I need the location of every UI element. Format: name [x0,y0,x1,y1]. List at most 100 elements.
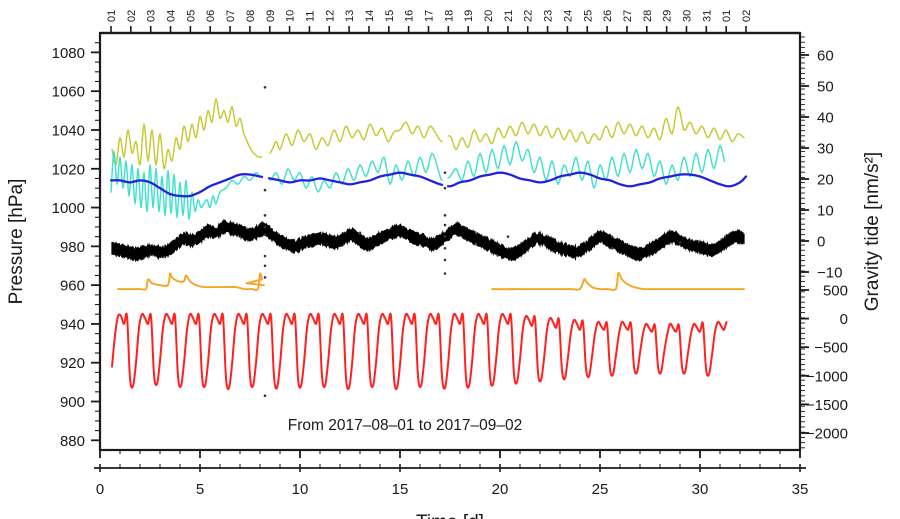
top-tick-label: 19 [463,10,475,22]
top-tick-label: 04 [166,10,178,22]
top-tick-label: 27 [622,10,634,22]
top-tick-label: 21 [503,10,515,22]
outlier-dot [610,246,614,250]
top-tick-label: 03 [146,10,158,22]
outlier-dot [506,235,510,238]
top-tick-label: 28 [642,10,654,22]
y-axis-title: Pressure [hPa] [6,179,27,305]
y-tick-label: 1040 [52,122,85,139]
right-tick-upper-label: 0 [817,234,825,251]
top-tick-label: 13 [344,10,356,22]
right-tick-upper-label: 30 [817,141,834,158]
right-tick-lower-label: −1000 [806,368,848,385]
top-tick-label: 11 [304,11,316,22]
olive-upper-trace [269,121,443,154]
top-tick-label: 15 [384,10,396,22]
y-tick-label: 960 [60,278,85,295]
outlier-dot [263,188,267,192]
y-tick-label: 900 [60,394,85,411]
right-tick-upper-label: 50 [817,79,834,96]
top-tick-label: 01 [106,10,118,22]
top-tick-label: 26 [602,10,614,22]
top-tick-label: 05 [185,10,197,22]
outlier-dot [263,214,267,217]
outlier-dot [263,225,267,229]
olive-upper-trace [447,105,745,151]
x-axis-title: Time [d] [416,512,484,519]
right-tick-lower-label: 500 [823,283,848,300]
right-tick-upper-label: 20 [817,172,834,189]
outlier-dot [263,86,267,89]
olive-upper-trace [111,98,263,170]
outlier-dot [443,235,447,238]
top-tick-label: 20 [483,10,495,22]
outlier-dot [443,246,447,250]
outlier-dot [678,241,682,244]
top-tick-label: 31 [701,10,713,22]
y-tick-label: 1060 [52,84,85,101]
outlier-dot [443,258,447,262]
top-tick-label: 02 [126,10,138,22]
x-tick-label: 0 [96,481,104,498]
x-tick-label: 10 [292,481,309,498]
blue-smoothed-trace [267,171,444,187]
top-tick-label: 29 [662,10,674,22]
top-tick-label: 17 [424,10,436,22]
black-pressure-trace [111,218,745,263]
right-tick-lower-label: −500 [814,340,848,357]
top-tick-label: 01 [721,10,733,22]
top-tick-label: 14 [364,10,376,22]
right-tick-upper-label: 10 [817,203,834,220]
outlier-dot [443,171,447,174]
y-tick-label: 1000 [52,200,85,217]
blue-smoothed-trace [446,171,748,188]
x-tick-label: 15 [392,481,409,498]
top-tick-label: 02 [741,10,753,22]
y-tick-label: 920 [60,355,85,372]
outlier-dot [443,272,447,275]
top-tick-label: 07 [225,10,237,22]
date-range-annotation: From 2017–08–01 to 2017–09–02 [288,417,522,434]
top-tick-label: 24 [562,10,574,22]
y-tick-label: 940 [60,316,85,333]
top-tick-label: 12 [324,10,336,22]
right-tick-upper-label: 40 [817,110,834,127]
right-tick-upper-label: 60 [817,48,834,65]
outlier-dot [263,233,267,237]
y-tick-label: 980 [60,239,85,256]
top-tick-label: 30 [681,10,693,22]
outlier-dot [358,231,362,235]
x-tick-label: 35 [792,481,809,498]
outlier-dot [610,235,614,238]
right-tick-lower-label: −1500 [806,397,848,414]
x-tick-label: 5 [196,481,204,498]
right-tick-lower-label: −2000 [806,426,848,443]
top-tick-label: 06 [205,10,217,22]
y2-axis-title: Gravity tide [nm/s²] [862,152,883,311]
blue-smoothed-trace [109,173,264,198]
top-tick-label: 10 [285,10,297,22]
y-tick-label: 1020 [52,161,85,178]
top-tick-label: 22 [523,10,535,22]
outlier-dot [443,186,447,190]
outlier-dot [263,276,267,279]
top-tick-label: 09 [265,10,277,22]
x-tick-label: 30 [692,481,709,498]
x-tick-label: 20 [492,481,509,498]
outlier-dot [263,394,267,397]
orange-trace [117,272,265,292]
cyan-trace [447,140,726,189]
outlier-dot [443,214,447,217]
y-tick-label: 1080 [52,45,85,62]
outlier-dot [443,223,447,227]
y-tick-label: 880 [60,433,85,450]
top-tick-label: 23 [543,10,555,22]
right-tick-upper-label: −10 [817,265,842,282]
red-gravity-tide [111,312,728,391]
top-tick-label: 18 [443,10,455,22]
top-tick-label: 25 [582,10,594,22]
top-tick-label: 08 [245,10,257,22]
